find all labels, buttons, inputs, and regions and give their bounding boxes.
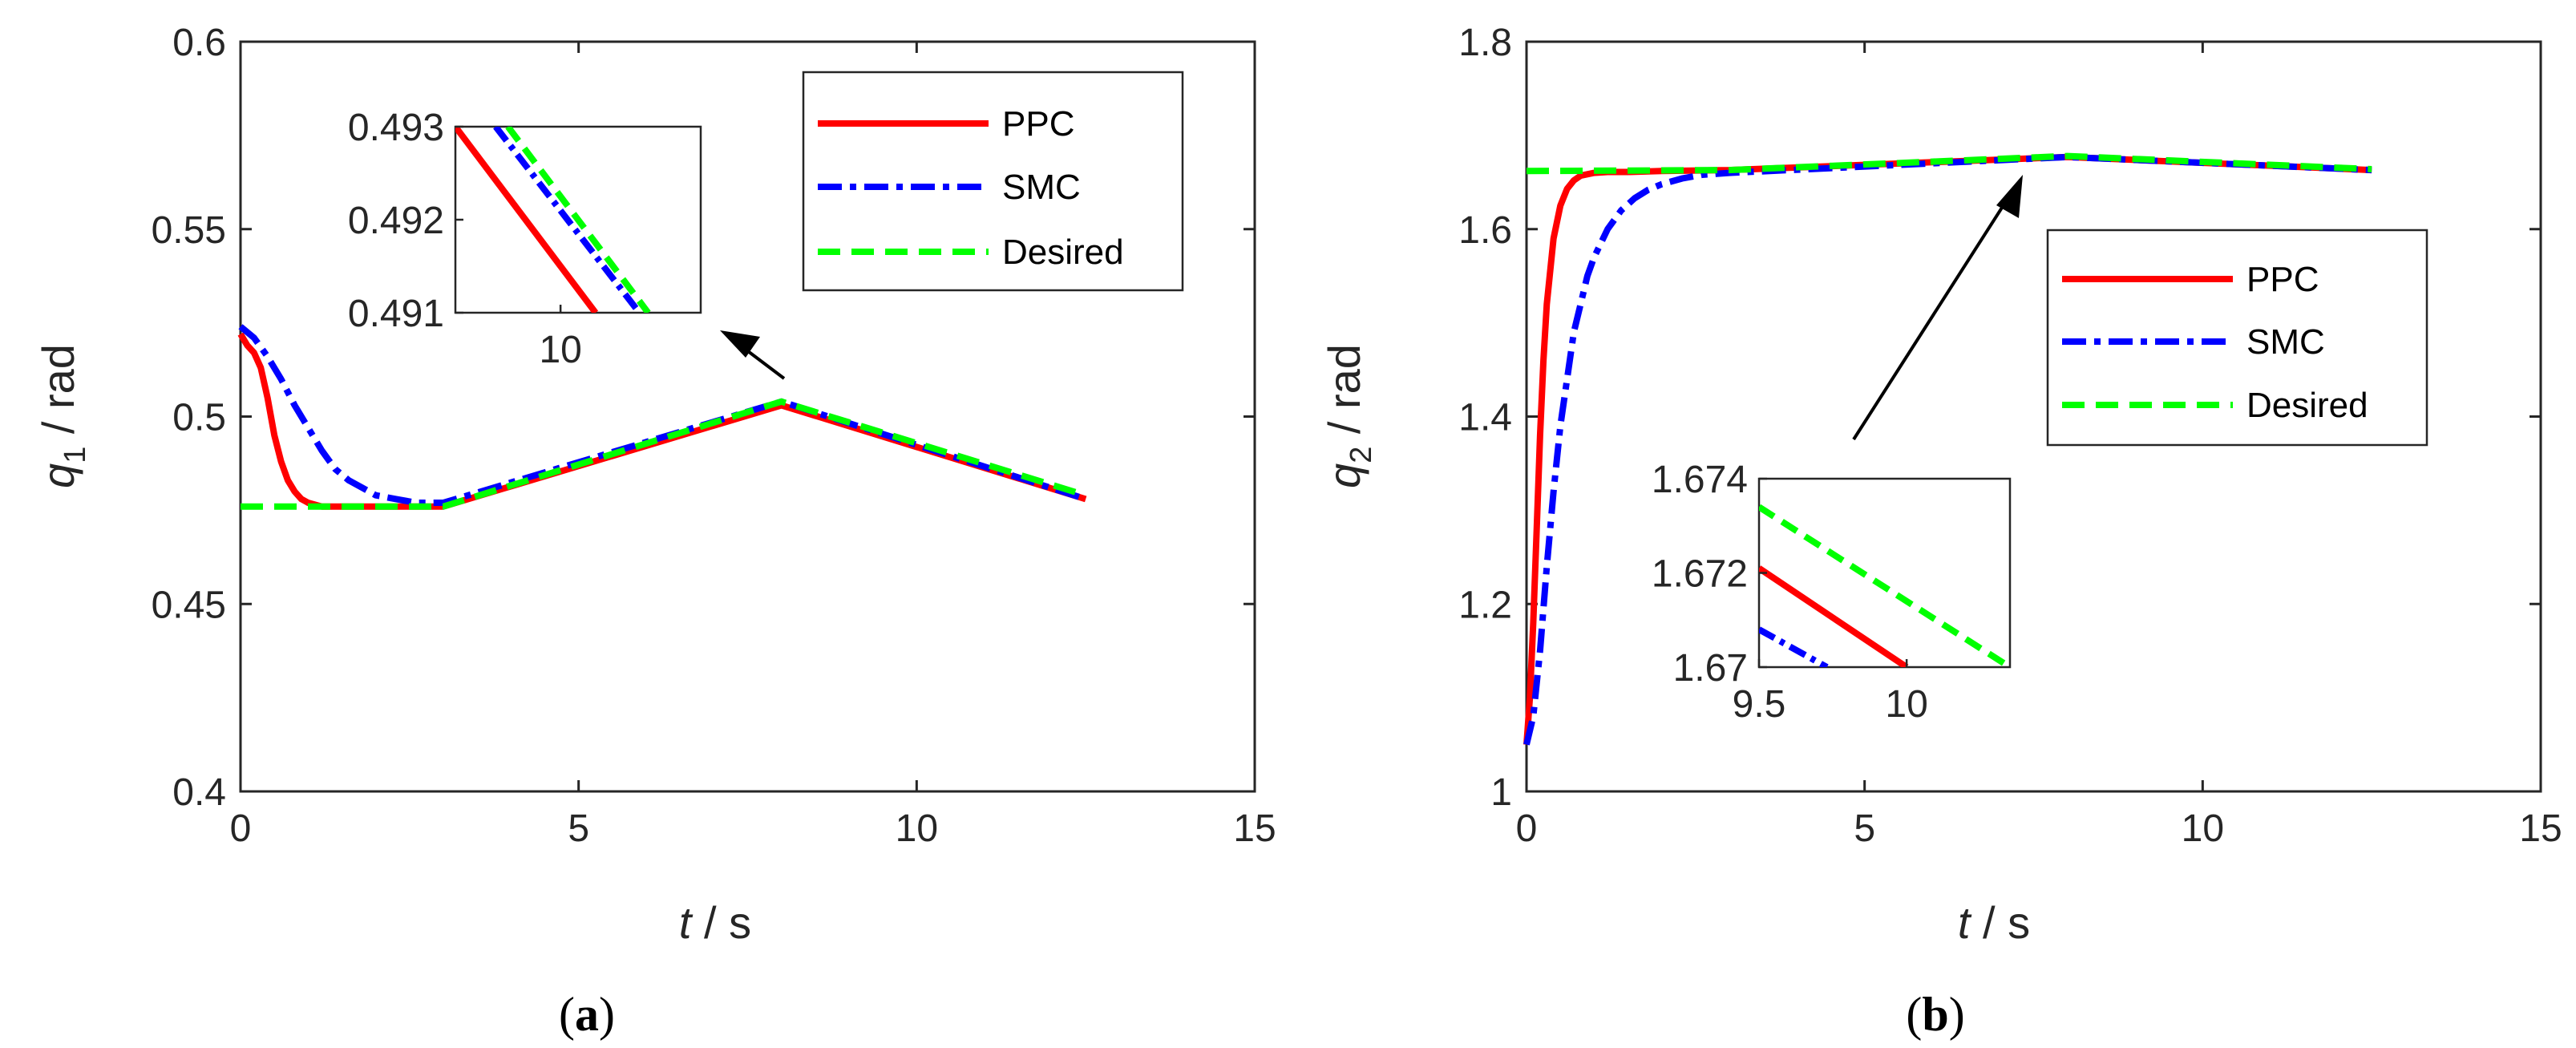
panel-a-xtick-label: 10 xyxy=(896,807,938,850)
legend-a-ppc-label: PPC xyxy=(1002,104,1074,144)
panel-a-ticks xyxy=(239,40,1256,793)
panel-b-arrowhead xyxy=(1996,175,2023,218)
panel-a-inset-series-ppc xyxy=(455,127,599,313)
panel-b-xtick-label: 15 xyxy=(2519,807,2562,850)
panel-a-series-smc xyxy=(238,324,1087,506)
panel-a-inset-series xyxy=(455,127,651,313)
panel-b-inset-ytick-label: 1.674 xyxy=(1652,459,1748,501)
panel-b-xtick-label: 10 xyxy=(2182,807,2224,850)
panel-b-inset-series-ppc xyxy=(1759,565,1909,667)
panel-b-ytick-label: 1.6 xyxy=(1458,209,1512,252)
panel-b-inset-series xyxy=(1759,504,2010,667)
panel-a-inset-lines-group xyxy=(455,127,651,313)
panel-a-series xyxy=(237,324,1087,510)
panel-a-series-desired xyxy=(241,398,1087,510)
panel-a-caption: (a) xyxy=(559,988,615,1041)
panel-a-inset: 10 0.493 0.492 0.491 xyxy=(348,107,702,371)
panel-b-ytick-label: 1.8 xyxy=(1458,22,1512,64)
panel-a-inset-ytick-label: 0.492 xyxy=(348,200,444,242)
panel-a-ylabel: q1 / rad xyxy=(33,344,92,488)
panel-a-inset-xtick-label: 10 xyxy=(539,329,581,371)
panel-b-ytick-label: 1.4 xyxy=(1458,397,1512,439)
panel-a-ytick-label: 0.4 xyxy=(172,771,226,814)
panel-b-inset-xtick-label: 9.5 xyxy=(1733,683,1786,726)
panel-a-arrow xyxy=(720,330,786,380)
panel-b-series-smc xyxy=(1523,153,2372,746)
panel-b-xlabel: t / s xyxy=(1958,897,2030,948)
panel-b-arrow-shaft xyxy=(1852,197,2009,441)
panel-a-inset-series-desired xyxy=(505,127,651,313)
panel-b-tick-labels: 0 5 10 15 1 1.2 1.4 1.6 1.8 xyxy=(1458,22,2562,850)
panel-a-inset-ytick-label: 0.493 xyxy=(348,107,444,149)
panel-b-arrow xyxy=(1852,175,2023,441)
panel-b-inset: 9.5 10 1.674 1.672 1.67 xyxy=(1652,459,2012,726)
panel-a-inset-ticks: 10 0.493 0.492 0.491 xyxy=(348,107,582,371)
legend-b-smc-label: SMC xyxy=(2246,322,2325,362)
panel-b-legend-box xyxy=(2046,229,2428,447)
legend-a-desired-label: Desired xyxy=(1002,233,1124,272)
panel-a-inset-series-smc xyxy=(493,127,642,313)
panel-b-legend: PPC SMC Desired xyxy=(2046,229,2428,447)
panel-b-inset-lines-group xyxy=(1759,504,2010,667)
panel-b-inset-ticks: 9.5 10 1.674 1.672 1.67 xyxy=(1652,459,1928,726)
panel-a-series-ppc xyxy=(237,332,1087,510)
panel-a-legend-box xyxy=(802,71,1184,292)
panel-b-inset-series-desired xyxy=(1759,504,2010,667)
panel-b-ytick-label: 1 xyxy=(1490,771,1512,814)
panel-a: 0 5 10 15 0.4 0.45 0.5 0.55 0.6 10 0.493 0.492 0.49… xyxy=(33,22,1276,1041)
panel-b-inset-box xyxy=(1757,477,2012,669)
panel-b-inset-xtick-label: 10 xyxy=(1885,683,1927,726)
panel-a-ytick-label: 0.6 xyxy=(172,22,226,64)
panel-a-xtick-label: 5 xyxy=(568,807,589,850)
panel-b-ytick-label: 1.2 xyxy=(1458,584,1512,626)
panel-a-tick-labels: 0 5 10 15 0.4 0.45 0.5 0.55 0.6 xyxy=(152,22,1276,850)
panel-a-ytick-label: 0.5 xyxy=(172,397,226,439)
panel-b-caption: (b) xyxy=(1906,988,1964,1041)
panel-a-ytick-label: 0.45 xyxy=(152,584,226,626)
legend-a-smc-label: SMC xyxy=(1002,168,1081,207)
panel-a-legend: PPC SMC Desired xyxy=(802,71,1184,292)
legend-b-ppc-label: PPC xyxy=(2246,260,2319,299)
panel-b-inset-series-smc xyxy=(1759,626,1829,667)
panel-a-xlabel: t / s xyxy=(679,897,751,948)
panel-a-inset-ytick-label: 0.491 xyxy=(348,293,444,335)
panel-a-xtick-label: 15 xyxy=(1233,807,1276,850)
panel-b-series xyxy=(1523,152,2372,746)
panel-a-xtick-label: 0 xyxy=(230,807,252,850)
panel-b-xtick-label: 0 xyxy=(1516,807,1538,850)
panel-b-ylabel: q2 / rad xyxy=(1319,344,1378,488)
panel-b-xtick-label: 5 xyxy=(1854,807,1875,850)
panel-a-ytick-label: 0.55 xyxy=(152,209,226,252)
panel-b-inset-ytick-label: 1.672 xyxy=(1652,553,1748,596)
panel-b-inset-ytick-label: 1.67 xyxy=(1673,647,1748,690)
legend-b-desired-label: Desired xyxy=(2246,386,2368,425)
panel-b-series-desired xyxy=(1526,152,2372,175)
panel-a-arrowhead xyxy=(720,330,760,358)
